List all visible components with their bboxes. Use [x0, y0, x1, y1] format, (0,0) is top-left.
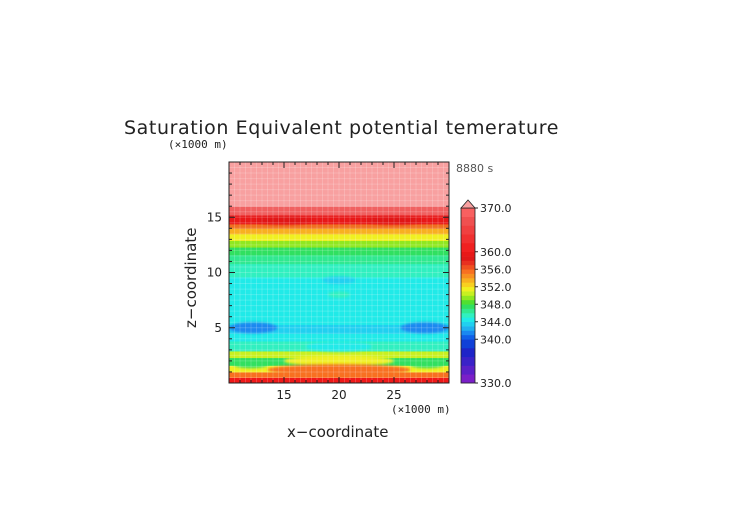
colorbar-swatch	[461, 243, 475, 253]
heatmap-feature	[233, 360, 269, 369]
colorbar-tick-label: 356.0	[480, 263, 512, 276]
heatmap-feature	[328, 291, 350, 298]
colorbar-swatch	[461, 251, 475, 257]
colorbar-swatch	[461, 326, 475, 331]
colorbar-tick-label: 344.0	[480, 316, 512, 329]
colorbar-swatch	[461, 356, 475, 366]
colorbar: 370.0 360.0 356.0 352.0 348.0 344.0 340.0 330.0	[460, 199, 512, 390]
x-tick-label: 15	[276, 388, 291, 402]
colorbar-tick-label: 330.0	[480, 377, 512, 390]
heatmap-band	[229, 233, 449, 241]
chart-title: Saturation Equivalent potential temeratu…	[124, 117, 559, 139]
x-tick-label: 25	[386, 388, 401, 402]
colorbar-swatch	[461, 286, 475, 292]
y-tick-label: 10	[207, 266, 222, 280]
colorbar-swatch	[461, 365, 475, 375]
x-axis-ticks: 15 20 25	[276, 388, 401, 402]
heatmap-band	[229, 206, 449, 216]
colorbar-swatch	[461, 216, 475, 226]
y-unit-label: (×1000 m)	[168, 138, 228, 151]
x-axis-label: x−coordinate	[287, 423, 388, 441]
x-tick-label: 20	[331, 388, 346, 402]
colorbar-tick-label: 340.0	[480, 333, 512, 346]
colorbar-swatch	[461, 330, 475, 336]
grid	[229, 162, 449, 383]
colorbar-over-arrow	[460, 199, 476, 209]
colorbar-tick-label: 360.0	[480, 246, 512, 259]
colorbar-swatch	[461, 273, 475, 279]
heatmap-band	[229, 215, 449, 225]
y-axis-ticks: 5 10 15	[207, 210, 222, 335]
colorbar-tick-label: 348.0	[480, 298, 512, 311]
heatmap-band	[229, 223, 449, 229]
time-label: 8880 s	[456, 162, 493, 175]
colorbar-swatch	[461, 282, 475, 288]
heatmap-band	[229, 276, 449, 325]
colorbar-swatch	[461, 339, 475, 349]
colorbar-swatch	[461, 317, 475, 323]
colorbar-swatch	[461, 234, 475, 244]
colorbar-swatch	[461, 225, 475, 235]
colorbar-swatch	[461, 321, 475, 327]
heatmap-feature	[400, 322, 449, 334]
heatmap-band	[229, 333, 449, 342]
colorbar-swatch	[461, 269, 475, 274]
heatmap-band	[229, 228, 449, 235]
colorbar-swatch	[461, 313, 475, 318]
heatmap-feature	[256, 216, 312, 225]
heatmap-feature	[267, 364, 411, 376]
y-tick-label: 15	[207, 210, 222, 224]
plot-area	[228, 161, 450, 384]
colorbar-swatch	[461, 264, 475, 270]
colorbar-swatch	[461, 295, 475, 301]
colorbar-swatch	[461, 278, 475, 283]
heatmap-band	[229, 350, 449, 359]
y-tick-label: 5	[214, 321, 222, 335]
heatmap-band	[229, 324, 449, 334]
heatmap-feature	[284, 355, 394, 367]
colorbar-swatch	[461, 374, 475, 384]
colorbar-tick-label: 352.0	[480, 281, 512, 294]
x-unit-label: (×1000 m)	[391, 403, 451, 416]
heatmap-field	[229, 162, 449, 383]
colorbar-swatch	[461, 348, 475, 358]
heatmap-feature	[306, 341, 372, 352]
colorbar-swatch	[461, 304, 475, 309]
colorbar-swatch	[461, 308, 475, 314]
heatmap-band	[229, 254, 449, 265]
heatmap-feature	[366, 216, 422, 225]
heatmap-feature	[409, 360, 445, 369]
colorbar-swatch	[461, 291, 475, 296]
y-axis-label: z−coordinate	[182, 228, 200, 328]
heatmap-feature	[322, 276, 356, 285]
colorbar-swatch	[461, 208, 475, 218]
heatmap-band	[229, 263, 449, 278]
colorbar-swatch	[461, 260, 475, 266]
colorbar-swatch	[461, 256, 475, 261]
heatmap-band	[229, 240, 449, 248]
heatmap-band	[229, 162, 449, 207]
heatmap-band	[229, 247, 449, 256]
colorbar-swatch	[461, 334, 475, 340]
colorbar-tick-label: 370.0	[480, 202, 512, 215]
heatmap-feature	[229, 322, 278, 334]
colorbar-swatch	[461, 299, 475, 305]
